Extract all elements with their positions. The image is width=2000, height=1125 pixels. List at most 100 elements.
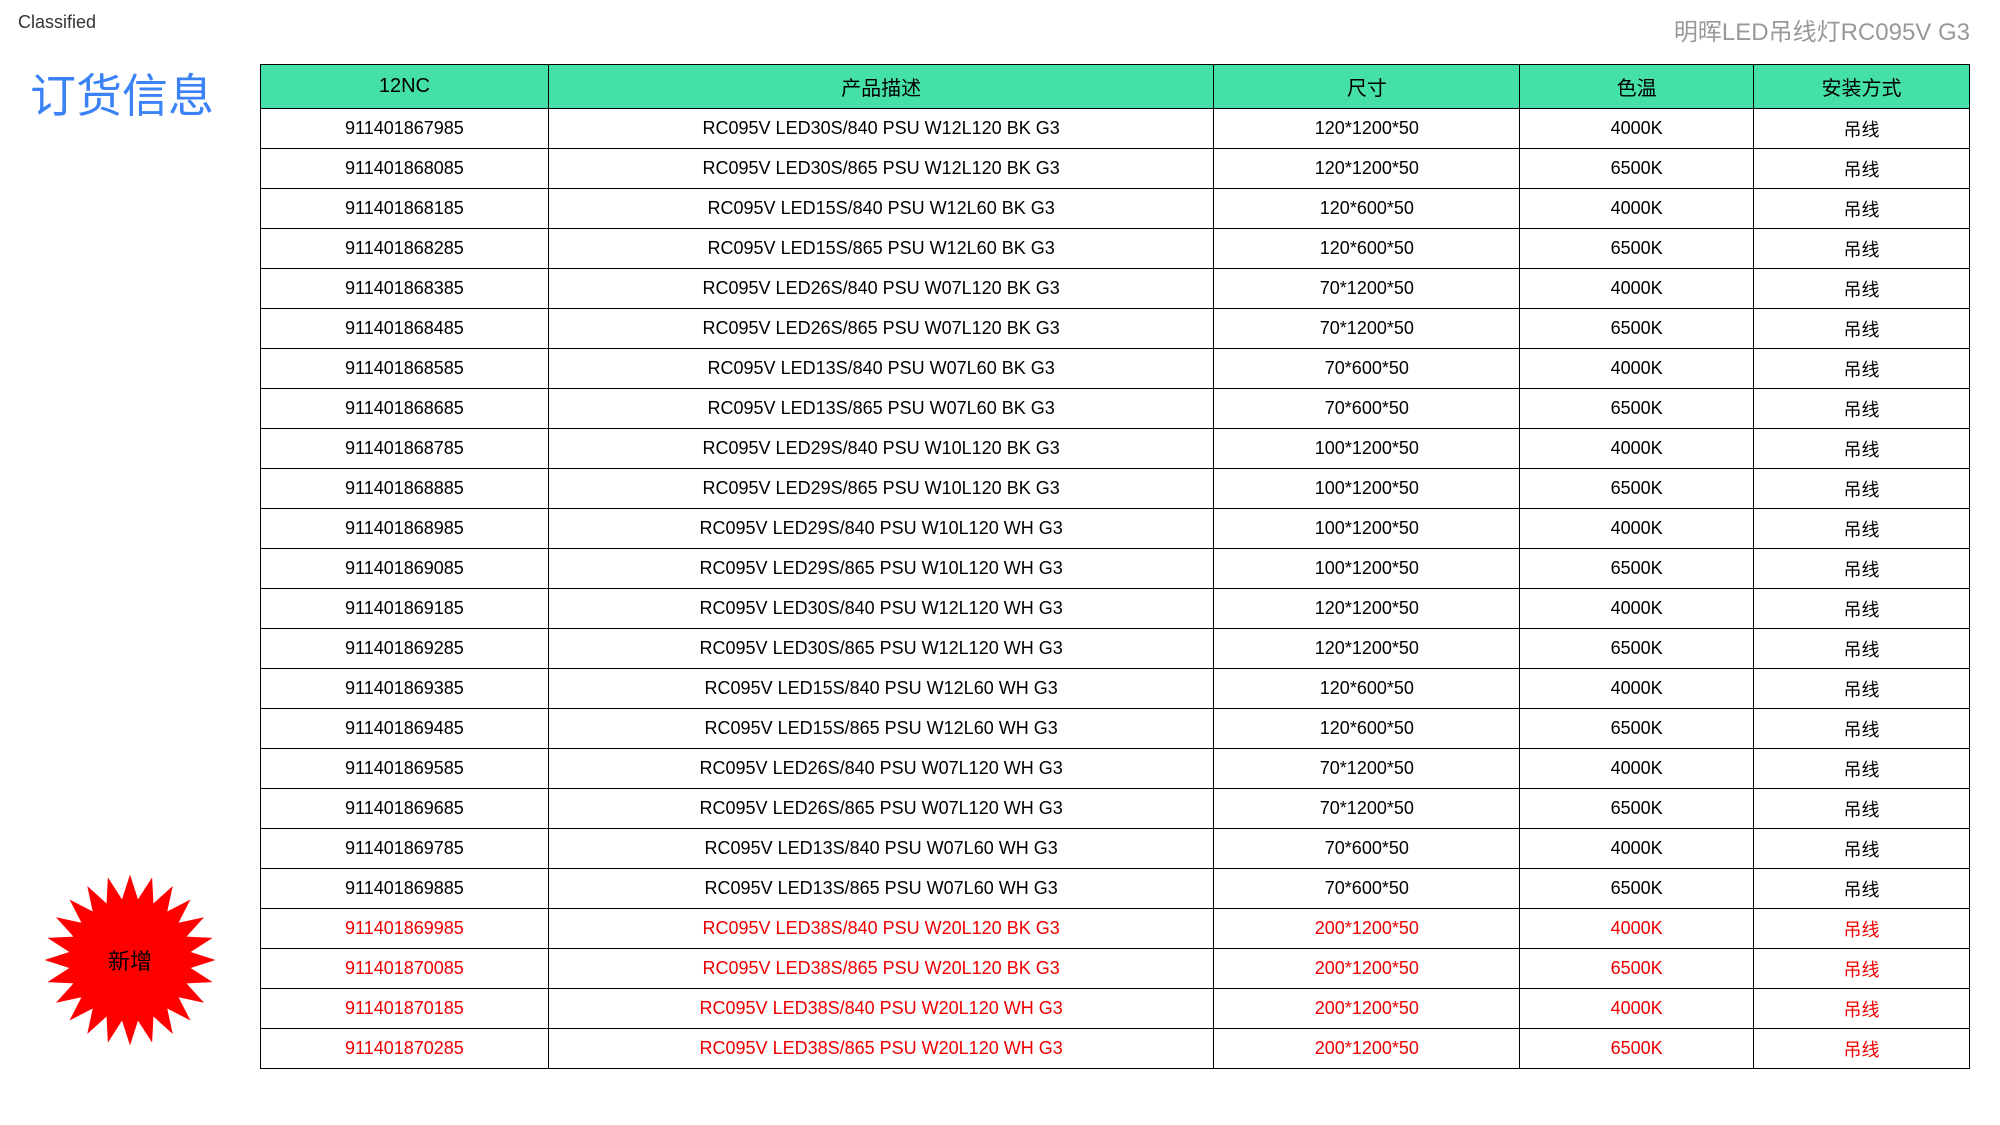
cell-size: 100*1200*50 (1214, 429, 1520, 469)
table-row: 911401870285RC095V LED38S/865 PSU W20L12… (261, 1029, 1970, 1069)
cell-desc: RC095V LED15S/840 PSU W12L60 WH G3 (548, 669, 1214, 709)
cell-nc: 911401868985 (261, 509, 549, 549)
cell-nc: 911401869485 (261, 709, 549, 749)
cell-size: 200*1200*50 (1214, 909, 1520, 949)
cell-size: 120*1200*50 (1214, 109, 1520, 149)
cell-mount: 吊线 (1754, 429, 1970, 469)
cell-temp: 6500K (1520, 389, 1754, 429)
cell-desc: RC095V LED13S/865 PSU W07L60 BK G3 (548, 389, 1214, 429)
table-row: 911401868485RC095V LED26S/865 PSU W07L12… (261, 309, 1970, 349)
page-title: 订货信息 (30, 60, 214, 126)
cell-desc: RC095V LED15S/865 PSU W12L60 WH G3 (548, 709, 1214, 749)
cell-size: 70*1200*50 (1214, 269, 1520, 309)
cell-temp: 4000K (1520, 349, 1754, 389)
cell-nc: 911401868285 (261, 229, 549, 269)
cell-size: 100*1200*50 (1214, 469, 1520, 509)
cell-nc: 911401869685 (261, 789, 549, 829)
cell-desc: RC095V LED38S/865 PSU W20L120 WH G3 (548, 1029, 1214, 1069)
cell-mount: 吊线 (1754, 509, 1970, 549)
cell-size: 120*1200*50 (1214, 629, 1520, 669)
cell-size: 120*600*50 (1214, 669, 1520, 709)
cell-nc: 911401868785 (261, 429, 549, 469)
cell-nc: 911401869785 (261, 829, 549, 869)
cell-mount: 吊线 (1754, 989, 1970, 1029)
cell-temp: 4000K (1520, 989, 1754, 1029)
cell-desc: RC095V LED13S/865 PSU W07L60 WH G3 (548, 869, 1214, 909)
cell-mount: 吊线 (1754, 269, 1970, 309)
cell-mount: 吊线 (1754, 229, 1970, 269)
col-header-size: 尺寸 (1214, 65, 1520, 109)
table-row: 911401869885RC095V LED13S/865 PSU W07L60… (261, 869, 1970, 909)
cell-desc: RC095V LED13S/840 PSU W07L60 WH G3 (548, 829, 1214, 869)
cell-size: 120*1200*50 (1214, 589, 1520, 629)
table-row: 911401870185RC095V LED38S/840 PSU W20L12… (261, 989, 1970, 1029)
order-info-table-container: 12NC 产品描述 尺寸 色温 安装方式 911401867985RC095V … (260, 64, 1970, 1069)
cell-temp: 6500K (1520, 149, 1754, 189)
cell-nc: 911401868585 (261, 349, 549, 389)
table-row: 911401869685RC095V LED26S/865 PSU W07L12… (261, 789, 1970, 829)
cell-temp: 4000K (1520, 749, 1754, 789)
cell-desc: RC095V LED30S/840 PSU W12L120 BK G3 (548, 109, 1214, 149)
table-row: 911401868085RC095V LED30S/865 PSU W12L12… (261, 149, 1970, 189)
cell-temp: 4000K (1520, 109, 1754, 149)
cell-size: 70*1200*50 (1214, 749, 1520, 789)
cell-size: 200*1200*50 (1214, 989, 1520, 1029)
order-info-table: 12NC 产品描述 尺寸 色温 安装方式 911401867985RC095V … (260, 64, 1970, 1069)
cell-temp: 4000K (1520, 189, 1754, 229)
col-header-desc: 产品描述 (548, 65, 1214, 109)
table-row: 911401868285RC095V LED15S/865 PSU W12L60… (261, 229, 1970, 269)
cell-temp: 4000K (1520, 429, 1754, 469)
cell-mount: 吊线 (1754, 909, 1970, 949)
cell-size: 70*600*50 (1214, 349, 1520, 389)
cell-mount: 吊线 (1754, 589, 1970, 629)
cell-temp: 4000K (1520, 589, 1754, 629)
table-row: 911401868385RC095V LED26S/840 PSU W07L12… (261, 269, 1970, 309)
cell-mount: 吊线 (1754, 709, 1970, 749)
cell-temp: 6500K (1520, 309, 1754, 349)
cell-size: 70*600*50 (1214, 829, 1520, 869)
cell-mount: 吊线 (1754, 749, 1970, 789)
cell-desc: RC095V LED26S/865 PSU W07L120 WH G3 (548, 789, 1214, 829)
table-row: 911401869985RC095V LED38S/840 PSU W20L12… (261, 909, 1970, 949)
cell-nc: 911401867985 (261, 109, 549, 149)
table-row: 911401867985RC095V LED30S/840 PSU W12L12… (261, 109, 1970, 149)
cell-size: 70*600*50 (1214, 389, 1520, 429)
cell-mount: 吊线 (1754, 309, 1970, 349)
cell-nc: 911401869085 (261, 549, 549, 589)
table-row: 911401868985RC095V LED29S/840 PSU W10L12… (261, 509, 1970, 549)
cell-desc: RC095V LED30S/865 PSU W12L120 BK G3 (548, 149, 1214, 189)
cell-temp: 4000K (1520, 829, 1754, 869)
cell-mount: 吊线 (1754, 469, 1970, 509)
cell-temp: 4000K (1520, 509, 1754, 549)
new-badge-label: 新增 (108, 944, 152, 976)
cell-temp: 4000K (1520, 269, 1754, 309)
cell-nc: 911401869585 (261, 749, 549, 789)
cell-mount: 吊线 (1754, 349, 1970, 389)
table-row: 911401869285RC095V LED30S/865 PSU W12L12… (261, 629, 1970, 669)
cell-mount: 吊线 (1754, 1029, 1970, 1069)
product-model-label: 明晖LED吊线灯RC095V G3 (1674, 12, 1970, 47)
cell-size: 200*1200*50 (1214, 1029, 1520, 1069)
table-row: 911401868785RC095V LED29S/840 PSU W10L12… (261, 429, 1970, 469)
cell-mount: 吊线 (1754, 149, 1970, 189)
col-header-12nc: 12NC (261, 65, 549, 109)
cell-size: 100*1200*50 (1214, 549, 1520, 589)
cell-desc: RC095V LED30S/840 PSU W12L120 WH G3 (548, 589, 1214, 629)
cell-desc: RC095V LED29S/840 PSU W10L120 BK G3 (548, 429, 1214, 469)
cell-desc: RC095V LED13S/840 PSU W07L60 BK G3 (548, 349, 1214, 389)
cell-desc: RC095V LED38S/840 PSU W20L120 BK G3 (548, 909, 1214, 949)
cell-temp: 6500K (1520, 949, 1754, 989)
cell-mount: 吊线 (1754, 389, 1970, 429)
cell-size: 200*1200*50 (1214, 949, 1520, 989)
cell-nc: 911401868385 (261, 269, 549, 309)
table-row: 911401869085RC095V LED29S/865 PSU W10L12… (261, 549, 1970, 589)
cell-temp: 6500K (1520, 229, 1754, 269)
cell-size: 70*600*50 (1214, 869, 1520, 909)
cell-temp: 6500K (1520, 869, 1754, 909)
cell-nc: 911401868185 (261, 189, 549, 229)
cell-temp: 6500K (1520, 469, 1754, 509)
cell-size: 70*1200*50 (1214, 309, 1520, 349)
cell-desc: RC095V LED29S/840 PSU W10L120 WH G3 (548, 509, 1214, 549)
cell-nc: 911401868485 (261, 309, 549, 349)
cell-mount: 吊线 (1754, 869, 1970, 909)
